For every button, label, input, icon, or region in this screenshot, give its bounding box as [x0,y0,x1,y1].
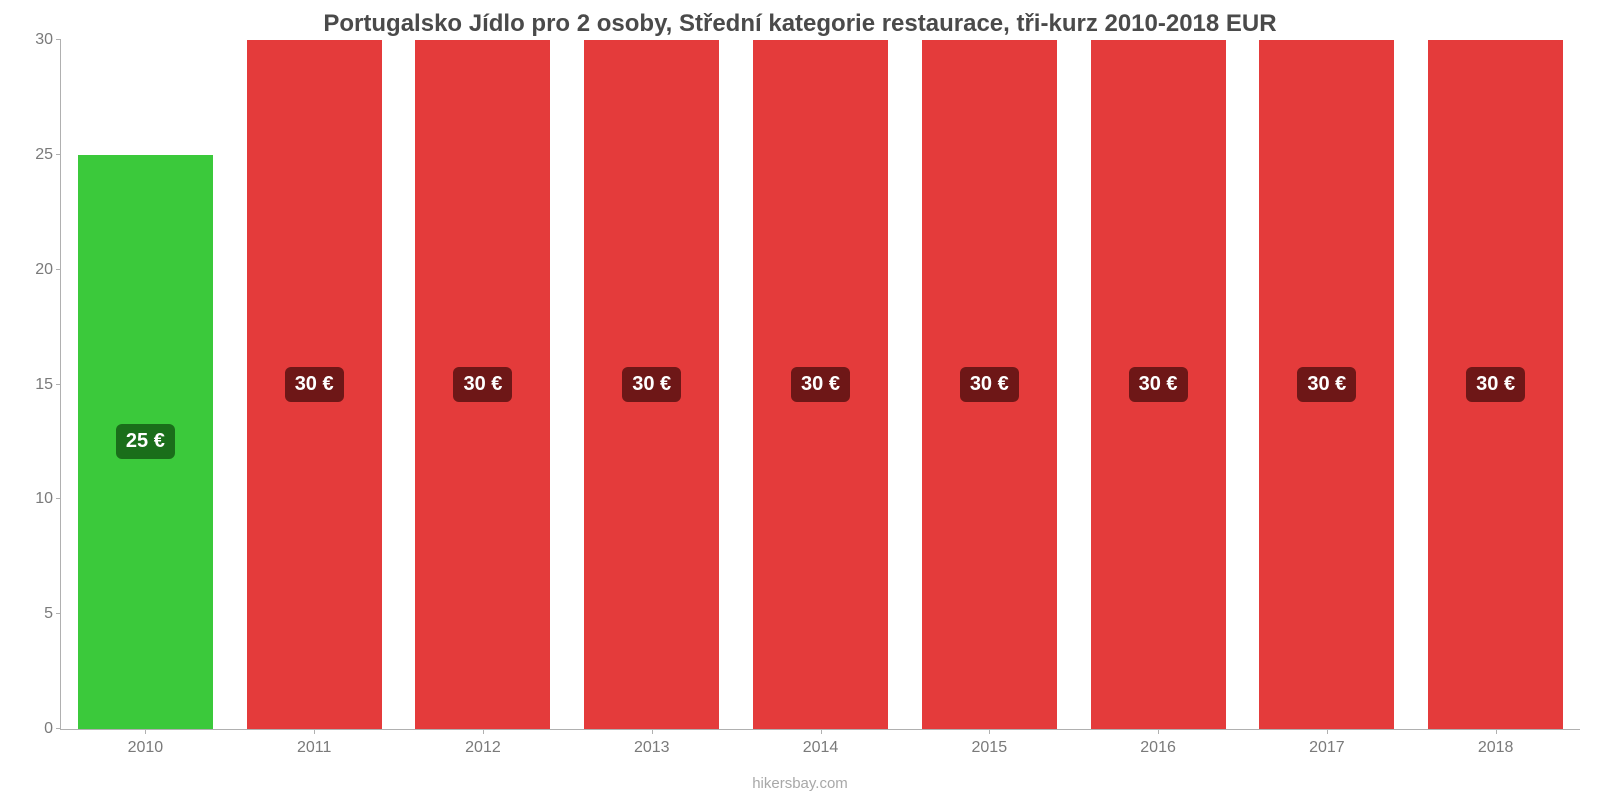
bar-value-label: 30 € [1297,367,1356,402]
x-tick-label: 2018 [1478,739,1514,757]
x-tick-mark [989,729,990,734]
x-tick-label: 2014 [803,739,839,757]
bar-value-label: 25 € [116,424,175,459]
x-tick-mark [145,729,146,734]
x-tick-mark [821,729,822,734]
x-tick-label: 2013 [634,739,670,757]
bar: 30 € [922,40,1057,729]
y-tick-label: 15 [35,377,61,393]
bar: 30 € [584,40,719,729]
bar: 30 € [1428,40,1563,729]
bar-slot: 30 €2014 [736,40,905,729]
x-tick-label: 2015 [972,739,1008,757]
bar-value-label: 30 € [285,367,344,402]
bar-value-label: 30 € [960,367,1019,402]
bars-container: 25 €201030 €201130 €201230 €201330 €2014… [61,40,1580,729]
attribution: hikersbay.com [0,775,1600,792]
bar-slot: 30 €2012 [399,40,568,729]
bar: 30 € [247,40,382,729]
x-tick-mark [652,729,653,734]
y-tick-label: 5 [44,606,61,622]
y-tick-mark [56,728,61,729]
y-tick-mark [56,384,61,385]
x-tick-label: 2012 [465,739,501,757]
x-tick-mark [1158,729,1159,734]
plot-area: 25 €201030 €201130 €201230 €201330 €2014… [60,40,1580,730]
x-tick-label: 2010 [128,739,164,757]
bar: 30 € [415,40,550,729]
x-tick-label: 2011 [297,739,331,757]
x-tick-mark [314,729,315,734]
bar-value-label: 30 € [453,367,512,402]
bar: 25 € [78,155,213,729]
x-tick-mark [1496,729,1497,734]
bar: 30 € [1091,40,1226,729]
x-tick-mark [483,729,484,734]
y-tick-mark [56,613,61,614]
y-tick-label: 10 [35,491,61,507]
y-tick-label: 0 [44,721,61,737]
bar: 30 € [1259,40,1394,729]
bar-slot: 30 €2016 [1074,40,1243,729]
bar-slot: 30 €2015 [905,40,1074,729]
y-tick-label: 20 [35,262,61,278]
y-tick-mark [56,154,61,155]
y-tick-label: 25 [35,147,61,163]
chart-title: Portugalsko Jídlo pro 2 osoby, Střední k… [0,10,1600,38]
x-tick-label: 2017 [1309,739,1345,757]
bar-value-label: 30 € [622,367,681,402]
y-tick-mark [56,269,61,270]
bar: 30 € [753,40,888,729]
bar-slot: 30 €2011 [230,40,399,729]
y-tick-label: 30 [35,32,61,48]
bar-slot: 25 €2010 [61,40,230,729]
bar-slot: 30 €2018 [1411,40,1580,729]
bar-value-label: 30 € [791,367,850,402]
bar-slot: 30 €2017 [1242,40,1411,729]
bar-value-label: 30 € [1466,367,1525,402]
x-tick-mark [1327,729,1328,734]
y-tick-mark [56,39,61,40]
bar-value-label: 30 € [1129,367,1188,402]
bar-chart: Portugalsko Jídlo pro 2 osoby, Střední k… [0,0,1600,800]
x-tick-label: 2016 [1140,739,1176,757]
y-tick-mark [56,498,61,499]
bar-slot: 30 €2013 [567,40,736,729]
